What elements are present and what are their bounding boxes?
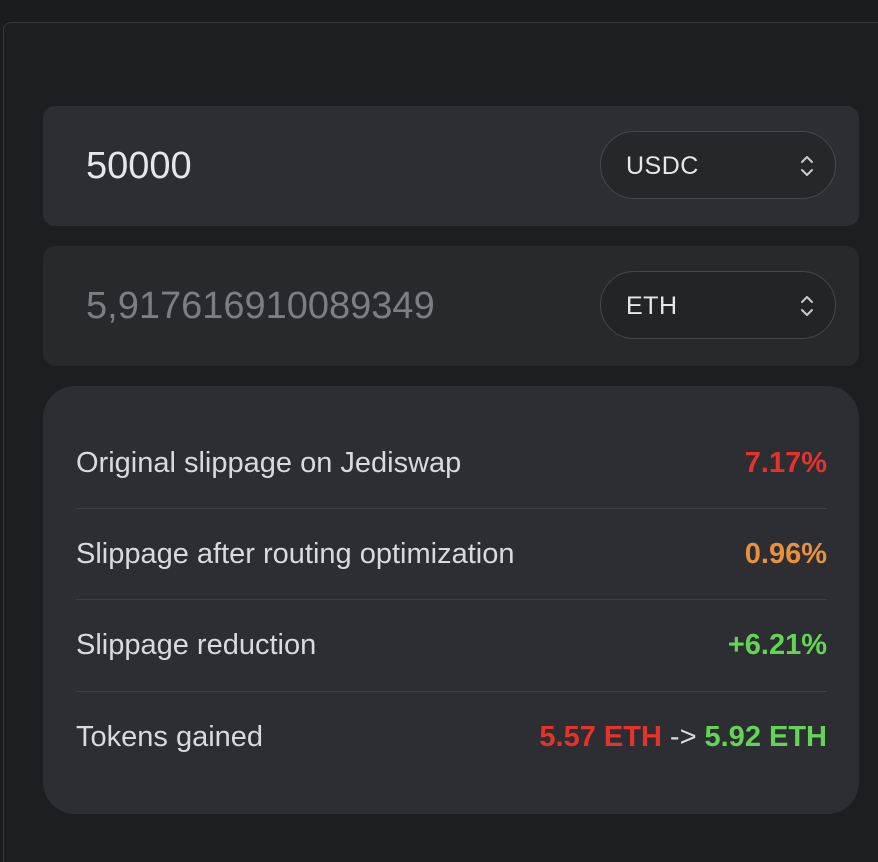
divider — [76, 691, 827, 692]
to-token-select[interactable]: ETH — [600, 271, 836, 339]
slippage-reduction-value: +6.21% — [727, 629, 827, 661]
from-token-select[interactable]: USDC — [600, 131, 836, 199]
app-frame: USDC ETH Original slippage on Jediswap 7… — [3, 22, 878, 862]
stat-row-original-slippage: Original slippage on Jediswap 7.17% — [76, 418, 827, 509]
chevron-up-down-icon — [801, 296, 813, 316]
from-amount-input[interactable] — [86, 144, 566, 188]
from-input-card: USDC — [43, 106, 859, 226]
stat-label: Slippage after routing optimization — [76, 538, 515, 570]
stat-label: Slippage reduction — [76, 629, 317, 661]
arrow-text: -> — [669, 721, 697, 753]
stat-row-optimized-slippage: Slippage after routing optimization 0.96… — [76, 509, 827, 600]
to-amount-output — [86, 284, 566, 328]
stat-label: Original slippage on Jediswap — [76, 447, 462, 479]
to-input-card: ETH — [43, 246, 859, 366]
stat-row-slippage-reduction: Slippage reduction +6.21% — [76, 600, 827, 691]
tokens-before-value: 5.57 ETH — [539, 721, 662, 753]
tokens-gained-value: 5.57 ETH -> 5.92 ETH — [539, 720, 827, 754]
stat-label: Tokens gained — [76, 721, 264, 753]
optimized-slippage-value: 0.96% — [744, 538, 827, 570]
divider — [76, 508, 827, 509]
slippage-stats-card: Original slippage on Jediswap 7.17% Slip… — [43, 386, 859, 814]
chevron-up-down-icon — [801, 156, 813, 176]
stat-row-tokens-gained: Tokens gained 5.57 ETH -> 5.92 ETH — [76, 692, 827, 783]
tokens-after-value: 5.92 ETH — [704, 721, 828, 753]
divider — [76, 599, 827, 600]
to-token-label: ETH — [626, 292, 678, 320]
from-token-label: USDC — [626, 152, 699, 180]
original-slippage-value: 7.17% — [744, 447, 827, 479]
